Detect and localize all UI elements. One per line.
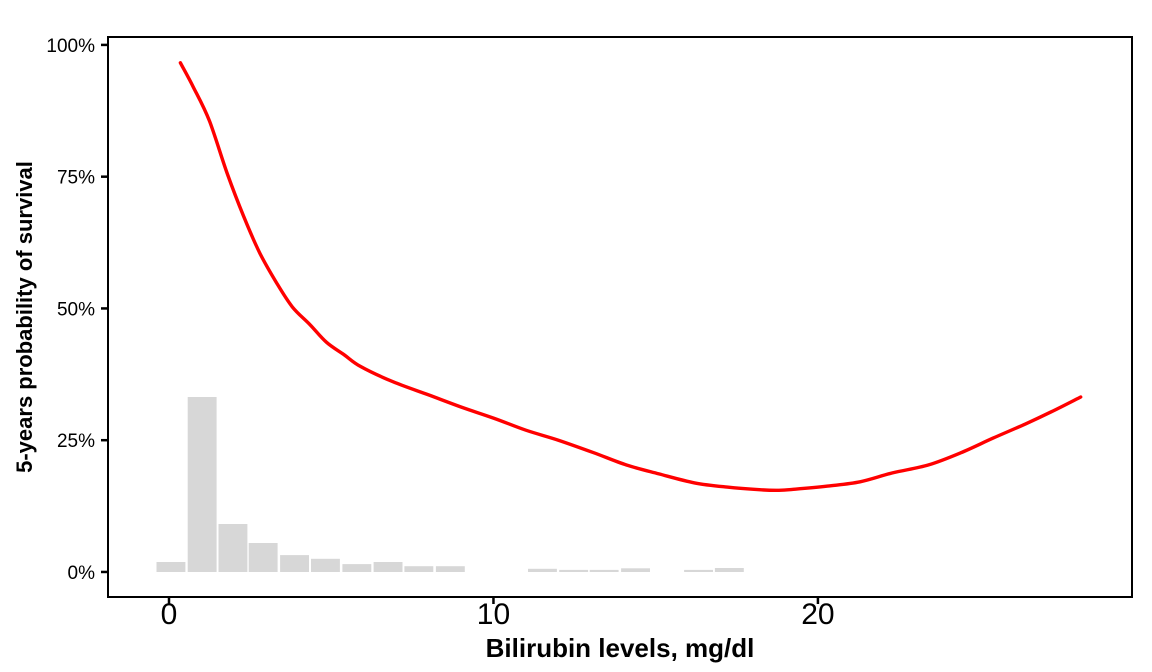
histogram-bar [621,568,650,572]
histogram-bar [187,397,217,572]
histogram-bar [218,524,248,572]
histogram-bar [248,543,278,572]
y-tick-label: 50% [57,299,95,320]
histogram-bar [528,568,557,572]
y-tick-label: 100% [46,36,95,57]
y-axis-title-text: 5-years probability of survival [12,161,37,473]
histogram-bar [714,568,744,572]
x-tick-label: 10 [477,598,510,631]
histogram-bar [342,564,372,572]
histogram-bar [280,555,309,572]
panel-border [107,36,1133,598]
x-tick-label: 0 [161,598,178,631]
histogram-bar [404,566,434,572]
y-tick-label: 0% [68,563,96,584]
histogram-bar [684,569,713,572]
y-axis-title: 5-years probability of survival [0,37,50,597]
x-tick-label: 20 [801,598,834,631]
histogram-bar [589,569,619,572]
x-axis-title: Bilirubin levels, mg/dl [485,633,755,663]
histogram-bar [156,562,186,572]
survival-curve [178,61,1083,493]
histogram-bar [435,566,465,572]
histogram-bar [373,562,403,572]
histogram-bar [559,569,589,572]
y-tick-label: 25% [57,431,95,452]
histogram-bar [311,558,340,572]
y-tick-label: 75% [57,168,95,189]
